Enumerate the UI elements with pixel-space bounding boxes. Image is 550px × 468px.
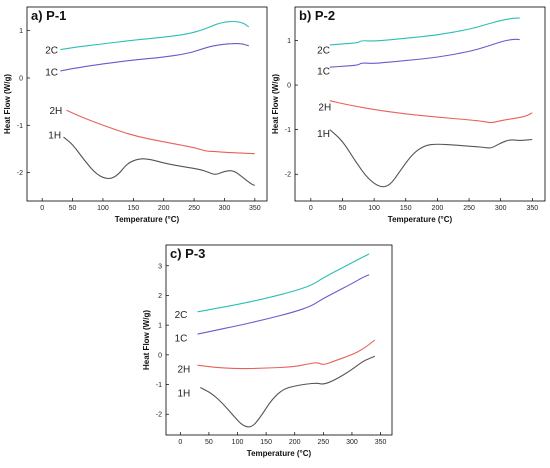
series-label-1h: 1H	[177, 388, 190, 399]
plot-frame	[26, 6, 268, 202]
series-label-2h: 2H	[49, 106, 62, 117]
x-tick-label: 50	[69, 205, 77, 212]
series-line-2h	[66, 109, 255, 155]
y-tick-label: -1	[285, 127, 291, 134]
series-line-1h	[200, 355, 376, 428]
series-line-2c	[329, 17, 520, 46]
series-line-1c	[60, 43, 249, 72]
x-axis-label: Temperature (°C)	[115, 215, 180, 224]
series-label-1c: 1C	[175, 334, 188, 345]
y-axis-label: Heat Flow (W/g)	[142, 310, 151, 370]
x-tick-label: 100	[368, 205, 380, 212]
x-tick-label: 250	[463, 205, 475, 212]
series-line-2c	[197, 253, 370, 313]
panel-2: b) P-2 0 50 100 150 200 250 300 350 -2 -1 0 1 Tempera…	[271, 6, 546, 224]
series-label-2c: 2C	[175, 310, 188, 321]
series-label-2c: 2C	[317, 45, 330, 56]
y-tick-label: -1	[156, 382, 162, 389]
x-axis-label: Temperature (°C)	[388, 215, 453, 224]
panel-1: a) P-1 0 50 100 150 200 250 300 350 -2 -1 0 1 Tempera…	[3, 6, 268, 224]
x-tick-label: 300	[346, 439, 358, 446]
x-tick-label: 350	[375, 439, 387, 446]
x-tick-label: 250	[317, 439, 329, 446]
panel-title: c) P-3	[170, 246, 205, 261]
x-tick-label: 150	[400, 205, 412, 212]
series-label-1h: 1H	[317, 129, 330, 140]
y-tick-label: -1	[17, 123, 23, 130]
x-axis-label: Temperature (°C)	[247, 449, 312, 458]
series-line-2h	[329, 100, 533, 124]
panel-title: b) P-2	[299, 8, 335, 23]
x-tick-label: 350	[526, 205, 538, 212]
x-tick-label: 0	[309, 205, 313, 212]
series-label-1c: 1C	[45, 67, 58, 78]
y-tick-label: -2	[17, 170, 23, 177]
x-tick-label: 0	[40, 205, 44, 212]
x-tick-label: 200	[289, 439, 301, 446]
x-tick-label: 300	[219, 205, 231, 212]
x-tick-label: 150	[127, 205, 139, 212]
y-tick-label: 1	[287, 38, 291, 45]
series-label-1h: 1H	[48, 131, 61, 142]
x-tick-label: 50	[205, 439, 213, 446]
series-label-2c: 2C	[45, 46, 58, 57]
y-tick-label: 0	[158, 352, 162, 359]
x-tick-label: 100	[97, 205, 109, 212]
y-tick-label: 1	[19, 28, 23, 35]
y-tick-label: 0	[287, 83, 291, 90]
series-line-2h	[197, 339, 376, 370]
plot-frame	[294, 6, 546, 202]
plot-frame	[165, 244, 393, 436]
series-line-1h	[329, 129, 533, 188]
series-line-2c	[60, 20, 250, 51]
y-tick-label: 3	[158, 263, 162, 270]
x-tick-label: 100	[232, 439, 244, 446]
series-label-2h: 2H	[318, 102, 331, 113]
x-tick-label: 0	[178, 439, 182, 446]
series-label-1c: 1C	[317, 67, 330, 78]
x-tick-label: 250	[188, 205, 200, 212]
x-tick-label: 200	[432, 205, 444, 212]
y-tick-label: 1	[158, 323, 162, 330]
series-label-2h: 2H	[177, 365, 190, 376]
y-tick-label: -2	[285, 172, 291, 179]
x-tick-label: 200	[158, 205, 170, 212]
y-tick-label: 0	[19, 75, 23, 82]
series-line-1c	[329, 38, 520, 68]
panel-3: c) P-3 0 50 100 150 200 250 300 350 -2 -1 0 1 2 3 Tempe…	[142, 244, 393, 458]
y-tick-label: -2	[156, 412, 162, 419]
y-axis-label: Heat Flow (W/g)	[271, 74, 280, 134]
x-tick-label: 50	[339, 205, 347, 212]
x-tick-label: 300	[495, 205, 507, 212]
y-tick-label: 2	[158, 293, 162, 300]
series-line-1h	[63, 136, 255, 186]
x-tick-label: 350	[249, 205, 261, 212]
x-tick-label: 150	[260, 439, 272, 446]
panel-title: a) P-1	[31, 8, 66, 23]
y-axis-label: Heat Flow (W/g)	[3, 74, 12, 134]
series-line-1c	[197, 274, 370, 335]
